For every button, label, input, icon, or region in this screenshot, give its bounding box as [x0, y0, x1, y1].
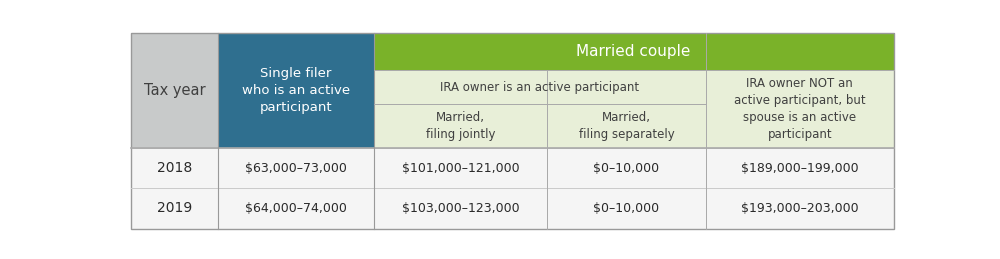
Bar — [374, 104, 547, 148]
Text: Single filer
who is an active
participant: Single filer who is an active participan… — [242, 67, 350, 114]
Text: Married,
filing jointly: Married, filing jointly — [426, 111, 495, 141]
Bar — [131, 33, 218, 148]
Text: Tax year: Tax year — [144, 83, 206, 98]
Text: 2019: 2019 — [157, 202, 192, 215]
Bar — [374, 70, 706, 104]
Text: 2018: 2018 — [157, 161, 192, 175]
Bar — [218, 33, 374, 148]
Text: Married couple: Married couple — [576, 44, 691, 59]
Bar — [547, 189, 706, 228]
Text: $63,000–73,000: $63,000–73,000 — [245, 162, 347, 175]
Text: IRA owner is an active participant: IRA owner is an active participant — [440, 81, 639, 94]
Bar — [131, 189, 218, 228]
Bar — [131, 148, 218, 189]
Bar — [218, 189, 374, 228]
Bar — [706, 148, 894, 189]
Text: Married,
filing separately: Married, filing separately — [579, 111, 674, 141]
Bar — [374, 148, 547, 189]
Bar — [374, 33, 894, 70]
Text: $103,000–123,000: $103,000–123,000 — [402, 202, 519, 215]
Bar — [547, 148, 706, 189]
Bar — [218, 148, 374, 189]
Bar — [706, 189, 894, 228]
Text: $189,000–199,000: $189,000–199,000 — [741, 162, 859, 175]
Text: $0–10,000: $0–10,000 — [593, 162, 660, 175]
Text: IRA owner NOT an
active participant, but
spouse is an active
participant: IRA owner NOT an active participant, but… — [734, 77, 866, 141]
Bar — [706, 70, 894, 148]
Bar — [547, 104, 706, 148]
Bar — [374, 189, 547, 228]
Text: $101,000–121,000: $101,000–121,000 — [402, 162, 519, 175]
Text: $64,000–74,000: $64,000–74,000 — [245, 202, 347, 215]
Text: $193,000–203,000: $193,000–203,000 — [741, 202, 859, 215]
Text: $0–10,000: $0–10,000 — [593, 202, 660, 215]
